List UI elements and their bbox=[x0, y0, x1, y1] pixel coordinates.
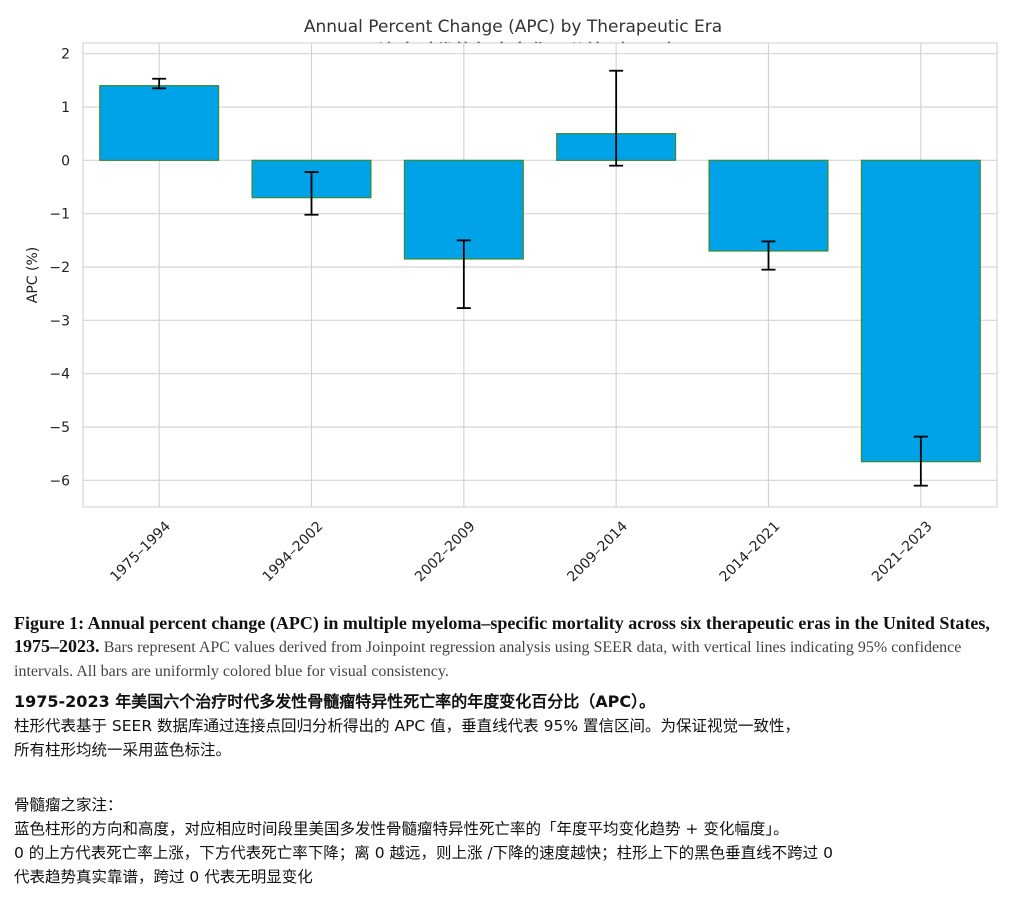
y-tick-label: −4 bbox=[49, 367, 70, 383]
chart-plot: 2 1 0 −1 −2 −3 −4 −5 −6 APC (%) 1975–1994 1994–2002… bbox=[25, 42, 998, 586]
plot-area bbox=[82, 42, 998, 508]
x-tick-label: 2021–2023 bbox=[869, 519, 936, 586]
x-tick-label: 2002–2009 bbox=[412, 519, 479, 586]
y-tick-label: −2 bbox=[49, 260, 70, 276]
x-tick-label: 1975–1994 bbox=[107, 518, 174, 585]
bar-6 bbox=[860, 159, 981, 463]
bar-1 bbox=[99, 85, 220, 161]
note-line-1: 蓝色柱形的方向和高度，对应相应时间段里美国多发性骨髓瘤特异性死亡率的「年度平均变… bbox=[14, 820, 789, 838]
note-heading: 骨髓瘤之家注： bbox=[14, 796, 123, 814]
x-tick-label: 2009–2014 bbox=[564, 518, 631, 585]
figure-caption-english: Figure 1: Annual percent change (APC) in… bbox=[14, 612, 1010, 683]
y-tick-label: 0 bbox=[61, 153, 70, 169]
y-tick-label: 2 bbox=[61, 47, 70, 63]
caption-en-bold: Figure 1: Annual percent change (APC) in… bbox=[14, 613, 990, 656]
editor-note: 骨髓瘤之家注： 蓝色柱形的方向和高度，对应相应时间段里美国多发性骨髓瘤特异性死亡… bbox=[14, 793, 1014, 889]
x-tick-label: 2014–2021 bbox=[717, 519, 784, 586]
y-tick-label: −6 bbox=[49, 473, 70, 489]
note-line-2: 0 的上方代表死亡率上涨，下方代表死亡率下降；离 0 越远，则上涨 /下降的速度… bbox=[14, 844, 833, 862]
caption-zh-line-1: 柱形代表基于 SEER 数据库通过连接点回归分析得出的 APC 值，垂直线代表 … bbox=[14, 717, 800, 735]
y-axis-label: APC (%) bbox=[25, 247, 41, 303]
note-line-3: 代表趋势真实靠谱，跨过 0 代表无明显变化 bbox=[14, 868, 313, 886]
caption-zh-line-2: 所有柱形均统一采用蓝色标注。 bbox=[14, 741, 232, 759]
figure-caption-chinese: 1975-2023 年美国六个治疗时代多发性骨髓瘤特异性死亡率的年度变化百分比（… bbox=[14, 690, 1014, 762]
x-tick-label: 1994–2002 bbox=[260, 519, 327, 586]
y-tick-label: −3 bbox=[49, 313, 70, 329]
chart: Annual Percent Change (APC) by Therapeut… bbox=[25, 17, 998, 586]
y-tick-label: −5 bbox=[49, 420, 70, 436]
bar-5 bbox=[708, 159, 829, 252]
caption-en-body: Bars represent APC values derived from J… bbox=[14, 639, 962, 680]
y-tick-label: 1 bbox=[61, 100, 70, 116]
y-tick-label: −1 bbox=[49, 207, 70, 223]
chart-title: Annual Percent Change (APC) by Therapeut… bbox=[303, 17, 723, 37]
caption-zh-title: 1975-2023 年美国六个治疗时代多发性骨髓瘤特异性死亡率的年度变化百分比（… bbox=[14, 692, 656, 711]
